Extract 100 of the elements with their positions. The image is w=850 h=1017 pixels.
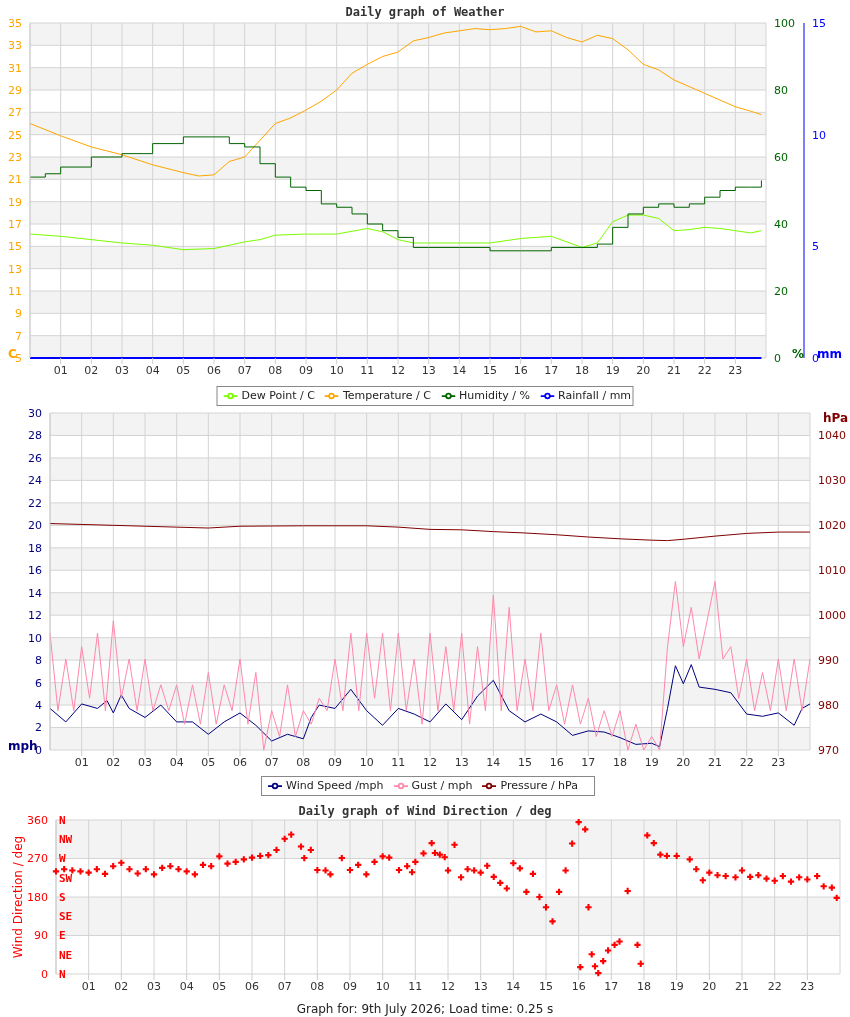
x-tick-label: 15 <box>518 755 532 769</box>
y-tick-label: 24 <box>28 474 42 488</box>
x-tick-label: 14 <box>506 979 521 993</box>
annotation: SE <box>59 910 73 924</box>
x-tick-label: 01 <box>74 755 89 769</box>
y-tick-label: 30 <box>28 406 42 420</box>
x-tick-label: 15 <box>483 363 497 377</box>
x-tick-label: 06 <box>245 979 259 993</box>
y2-tick-label: 1020 <box>818 519 846 533</box>
x-tick-label: 10 <box>329 363 344 377</box>
x-tick-label: 18 <box>575 363 589 377</box>
x-tick-label: 12 <box>441 979 455 993</box>
x-tick-label: 20 <box>676 755 691 769</box>
x-tick-label: 16 <box>513 363 528 377</box>
x-tick-label: 15 <box>539 979 553 993</box>
x-tick-label: 10 <box>359 755 374 769</box>
annotation: W <box>59 852 66 866</box>
x-tick-label: 02 <box>114 979 129 993</box>
legend-label: Gust / mph <box>411 779 473 792</box>
x-tick-label: 20 <box>702 979 717 993</box>
y-tick-label: 11 <box>8 284 22 298</box>
x-tick-label: 17 <box>581 755 596 769</box>
x-tick-label: 01 <box>81 979 96 993</box>
y-tick-label: 2 <box>35 721 42 735</box>
x-tick-label: 11 <box>408 979 423 993</box>
x-tick-label: 21 <box>735 979 749 993</box>
y2-tick-label: 1010 <box>818 564 846 578</box>
x-tick-label: 22 <box>739 755 754 769</box>
x-tick-label: 03 <box>138 755 152 769</box>
y-tick-label: 16 <box>28 564 42 578</box>
annotation: NE <box>59 948 73 962</box>
y2-axis-title: % <box>791 347 804 361</box>
x-tick-label: 19 <box>605 363 620 377</box>
y-tick-label: 19 <box>8 195 22 209</box>
y2-tick-label: 1000 <box>818 609 846 623</box>
x-tick-label: 18 <box>637 979 651 993</box>
y-tick-label: 12 <box>28 609 42 623</box>
x-tick-label: 14 <box>452 363 467 377</box>
x-tick-label: 05 <box>176 363 191 377</box>
x-tick-label: 09 <box>299 363 313 377</box>
x-tick-label: 08 <box>296 755 311 769</box>
y-tick-label: 6 <box>35 676 42 690</box>
x-tick-label: 23 <box>728 363 743 377</box>
x-tick-label: 23 <box>771 755 786 769</box>
y-axis-title: Wind Direction / deg <box>11 835 26 959</box>
x-tick-label: 01 <box>53 363 68 377</box>
x-tick-label: 11 <box>391 755 406 769</box>
y-tick-label: 35 <box>8 16 22 30</box>
y-tick-label: 5 <box>15 351 22 365</box>
y-tick-label: 4 <box>35 698 42 712</box>
y2-tick-label: 980 <box>818 698 839 712</box>
y-tick-label: 21 <box>8 173 22 187</box>
y-tick-label: 14 <box>28 586 42 600</box>
annotation: NW <box>59 833 73 847</box>
legend-label: Rainfall / mm <box>558 389 632 402</box>
chart-title: Daily graph of Weather <box>345 5 505 19</box>
x-tick-label: 20 <box>636 363 651 377</box>
y2-tick-label: 80 <box>774 83 788 97</box>
x-tick-label: 13 <box>421 363 436 377</box>
y-tick-label: 0 <box>41 967 48 981</box>
y2-tick-label: 40 <box>774 217 788 231</box>
x-tick-label: 18 <box>613 755 627 769</box>
x-tick-label: 03 <box>115 363 129 377</box>
x-tick-label: 08 <box>268 363 283 377</box>
y-axis-title: mph <box>8 739 38 753</box>
x-tick-label: 21 <box>708 755 722 769</box>
y-tick-label: 360 <box>27 813 48 827</box>
x-tick-label: 04 <box>179 979 194 993</box>
chart-title: Daily graph of Wind Direction / deg <box>298 804 552 818</box>
y-tick-label: 8 <box>35 654 42 668</box>
x-tick-label: 10 <box>375 979 390 993</box>
x-tick-label: 11 <box>360 363 375 377</box>
x-tick-label: 02 <box>106 755 121 769</box>
x-tick-label: 17 <box>544 363 559 377</box>
y3-tick-label: 5 <box>812 240 819 254</box>
y2-tick-label: 100 <box>774 16 795 30</box>
y-tick-label: 10 <box>28 631 42 645</box>
x-tick-label: 13 <box>454 755 469 769</box>
y-tick-label: 15 <box>8 240 22 254</box>
y-tick-label: 27 <box>8 106 22 120</box>
x-tick-label: 14 <box>486 755 501 769</box>
y2-tick-label: 1030 <box>818 474 846 488</box>
annotation: S <box>59 890 66 904</box>
legend-label: Temperature / C <box>342 389 431 402</box>
y-tick-label: 13 <box>8 262 22 276</box>
x-tick-label: 02 <box>84 363 99 377</box>
y-tick-label: 90 <box>34 929 48 943</box>
x-tick-label: 05 <box>212 979 227 993</box>
x-tick-label: 09 <box>343 979 357 993</box>
y-tick-label: 33 <box>8 39 22 53</box>
legend-label: Dew Point / C <box>241 389 315 402</box>
y-tick-label: 28 <box>28 429 42 443</box>
x-tick-label: 13 <box>473 979 488 993</box>
line-series <box>29 25 762 177</box>
x-tick-label: 09 <box>328 755 342 769</box>
y2-tick-label: 1040 <box>818 429 846 443</box>
y2-axis-title: hPa <box>822 410 848 425</box>
x-tick-label: 08 <box>310 979 325 993</box>
text: Graph for: 9th July 2026; Load time: 0.25 s <box>295 1002 555 1016</box>
y-tick-label: 7 <box>15 329 22 343</box>
